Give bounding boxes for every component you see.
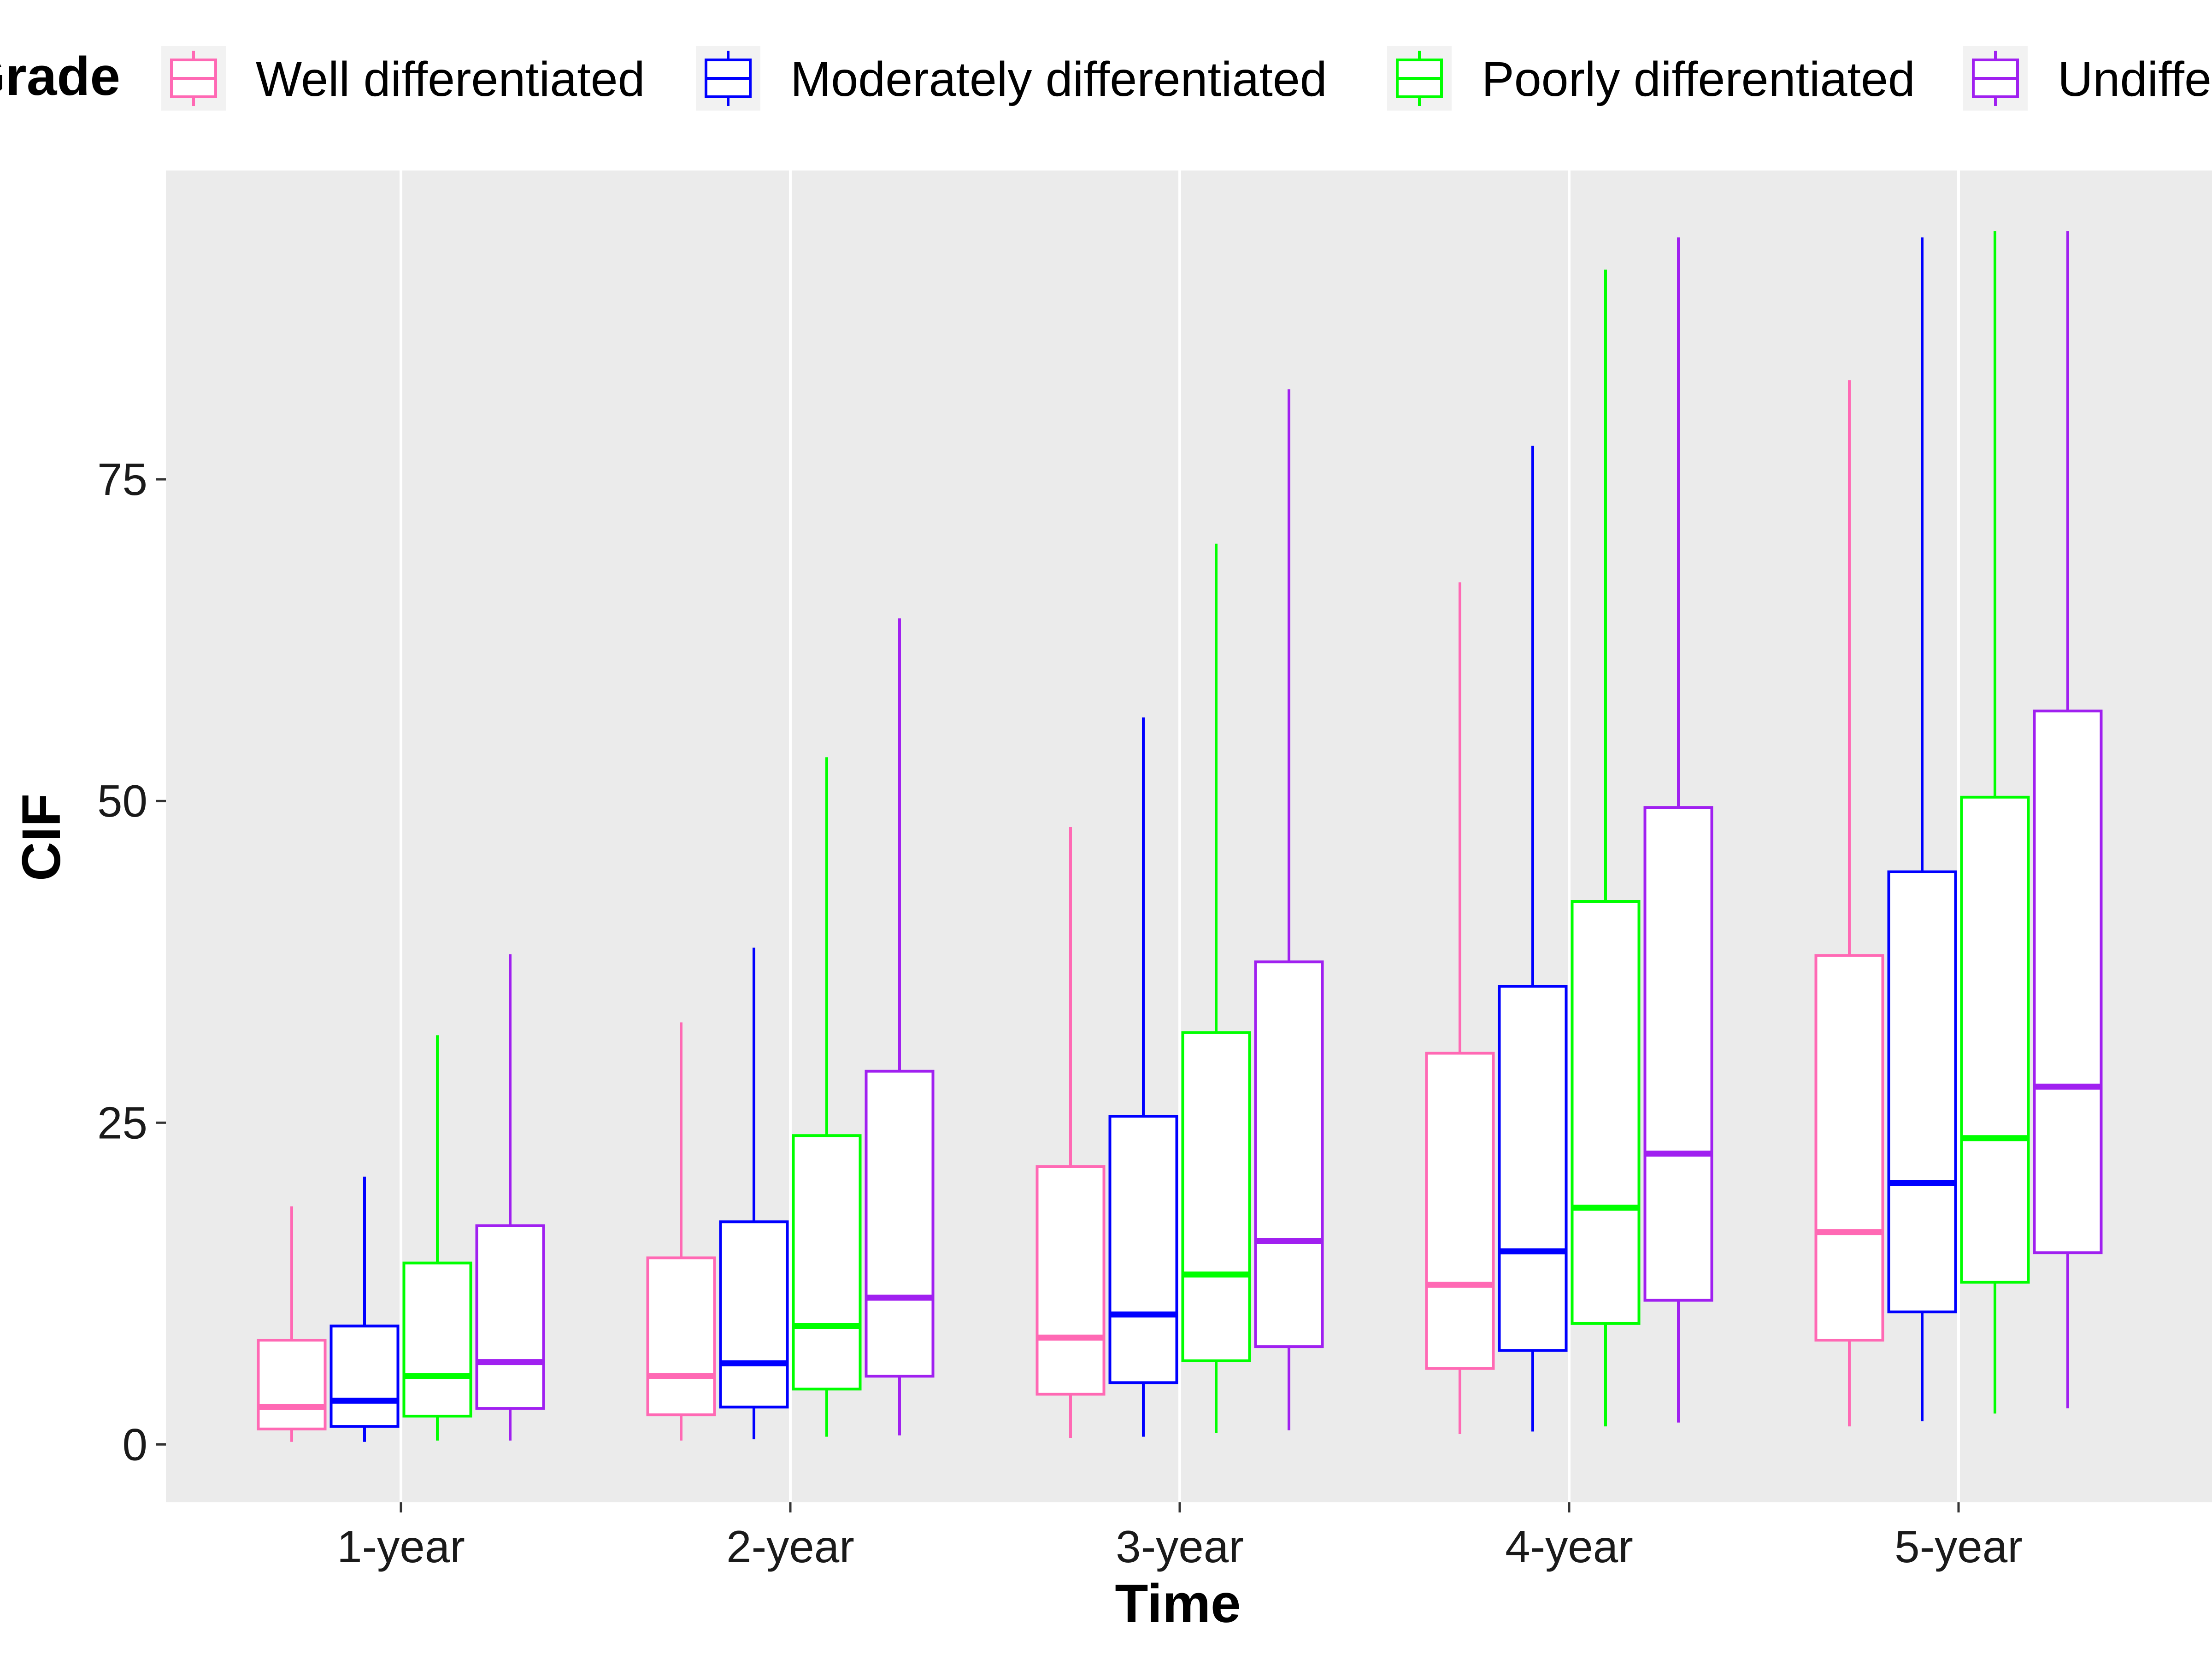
box-iqr xyxy=(865,1070,935,1378)
x-tick-label: 2-year xyxy=(726,1521,854,1572)
legend-item: Well differentiated xyxy=(161,46,645,111)
box-iqr xyxy=(257,1339,327,1430)
box xyxy=(1035,827,1106,1438)
legend-item: Moderately differentiated xyxy=(696,46,1327,111)
box-iqr xyxy=(1035,1165,1106,1396)
x-tick-label: 1-year xyxy=(337,1521,465,1572)
box xyxy=(329,1177,400,1442)
legend-item: Undifferentiated xyxy=(1963,46,2212,111)
legend-label: Poorly differentiated xyxy=(1482,52,1915,106)
series-well-differentiated xyxy=(257,380,1884,1442)
box xyxy=(257,1206,327,1442)
x-axis: 1-year 2-year 3-year 4-year 5-year xyxy=(337,1502,2023,1572)
box-iqr xyxy=(2033,709,2103,1254)
y-axis: 0 25 50 75 xyxy=(97,454,166,1470)
boxes xyxy=(257,231,2103,1442)
box-iqr xyxy=(1887,870,1957,1313)
box xyxy=(646,1022,716,1441)
box xyxy=(792,757,862,1437)
box-iqr xyxy=(719,1220,789,1409)
legend-label: Undifferentiated xyxy=(2058,52,2212,106)
legend-items: Well differentiated Moderately differenti… xyxy=(161,46,2212,111)
box xyxy=(1643,237,1713,1423)
y-axis-title: CIF xyxy=(11,794,72,881)
box xyxy=(1887,237,1957,1422)
box-iqr xyxy=(1498,985,1568,1352)
box-iqr xyxy=(1254,960,1324,1348)
y-tick-label: 25 xyxy=(97,1097,147,1148)
box-iqr xyxy=(1643,806,1713,1302)
box xyxy=(1254,389,1324,1430)
box-iqr xyxy=(646,1256,716,1417)
legend-label: Moderately differentiated xyxy=(790,52,1327,106)
series-moderately-differentiated xyxy=(329,237,1957,1442)
y-tick-label: 50 xyxy=(97,776,147,826)
gridlines xyxy=(400,171,1960,1502)
legend-title: Grade xyxy=(0,46,120,107)
series-poorly-differentiated xyxy=(402,231,2030,1441)
box-iqr xyxy=(1181,1031,1251,1362)
box xyxy=(475,954,545,1441)
series-undifferentiated xyxy=(475,231,2103,1441)
y-tick-label: 75 xyxy=(97,454,147,505)
box xyxy=(2033,231,2103,1409)
box-iqr xyxy=(402,1261,472,1418)
box xyxy=(1181,543,1251,1433)
box xyxy=(1108,717,1178,1437)
box xyxy=(719,947,789,1440)
legend-item: Poorly differentiated xyxy=(1387,46,1915,111)
x-tick-label: 3-year xyxy=(1116,1521,1244,1572)
x-tick-label: 4-year xyxy=(1505,1521,1633,1572)
box-iqr xyxy=(1108,1115,1178,1384)
box xyxy=(865,618,935,1435)
box xyxy=(1960,231,2030,1414)
x-tick-label: 5-year xyxy=(1894,1521,2023,1572)
box-iqr xyxy=(329,1324,400,1428)
legend-label: Well differentiated xyxy=(256,52,645,106)
box xyxy=(1425,582,1495,1435)
box-iqr xyxy=(1425,1052,1495,1370)
box-iqr xyxy=(1960,795,2030,1284)
box-iqr xyxy=(792,1134,862,1391)
x-axis-title: Time xyxy=(1115,1573,1241,1634)
box-iqr xyxy=(1571,900,1641,1325)
box xyxy=(402,1035,472,1441)
box-iqr xyxy=(1814,954,1884,1342)
legend: Grade Well differentiated Moderately diff… xyxy=(0,46,2212,111)
box xyxy=(1814,380,1884,1427)
box xyxy=(1498,446,1568,1432)
box-iqr xyxy=(475,1224,545,1410)
y-tick-label: 0 xyxy=(122,1419,147,1470)
box xyxy=(1571,270,1641,1427)
